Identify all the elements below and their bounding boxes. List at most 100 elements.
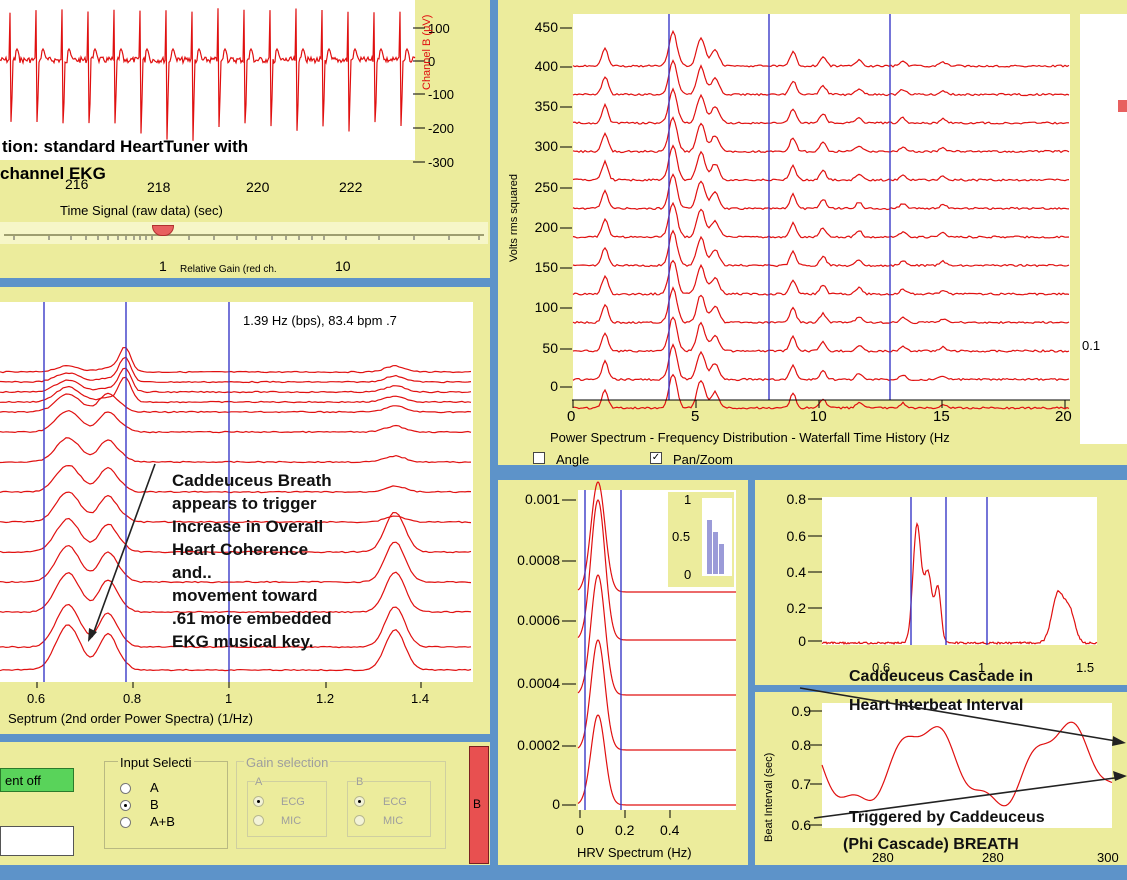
waterfall-y-tick: 150 bbox=[534, 259, 558, 275]
interbeat-plot bbox=[822, 703, 1112, 828]
cascade-y-tick: 0 bbox=[798, 633, 806, 649]
cascade-y-tick: 0.8 bbox=[786, 491, 806, 507]
toggle-button-label: ent off bbox=[5, 773, 41, 788]
interbeat-footer-line1: Triggered by Caddeuceus bbox=[849, 809, 1045, 826]
input-radio-a[interactable] bbox=[120, 783, 131, 794]
hrv-y-tick: 0.0002 bbox=[517, 737, 560, 753]
waterfall-y-tick: 450 bbox=[534, 19, 558, 35]
waterfall-x-tick: 20 bbox=[1055, 408, 1072, 425]
pan-zoom-checkbox[interactable]: ✓ bbox=[650, 452, 662, 464]
cepstrum-readout: 1.39 Hz (bps), 83.4 bpm .7 bbox=[243, 313, 397, 328]
gain-a-ecg-radio[interactable] bbox=[253, 796, 264, 807]
hrv-trace-line bbox=[577, 714, 736, 806]
interbeat-y-tick: 0.8 bbox=[791, 737, 811, 753]
gain-label: Relative Gain (red ch. bbox=[180, 264, 277, 275]
interbeat-arrowhead bbox=[1112, 736, 1126, 746]
gain-slider[interactable] bbox=[0, 222, 488, 244]
gain-min-label: 1 bbox=[159, 258, 167, 274]
hrv-inset-bar bbox=[719, 544, 724, 574]
cepstrum-trace-line bbox=[0, 409, 472, 434]
waterfall-trace-line bbox=[572, 229, 1070, 268]
annotation-line: Caddeuceus Breath bbox=[172, 471, 332, 490]
waterfall-trace-line bbox=[572, 116, 1070, 154]
cepstrum-trace-line bbox=[0, 356, 472, 384]
waterfall-trace-line bbox=[572, 373, 1070, 410]
cepstrum-trace-line bbox=[0, 491, 472, 524]
cascade-title-line1: Caddeuceus Cascade in bbox=[849, 668, 1034, 685]
gain-b-mic-radio[interactable] bbox=[354, 815, 365, 826]
input-radio-ab-label: A+B bbox=[150, 814, 175, 829]
text-field[interactable] bbox=[0, 826, 74, 856]
hrv-y-tick: 0.0008 bbox=[517, 552, 560, 568]
waterfall-y-tick: 300 bbox=[534, 138, 558, 154]
waterfall-x-tick: 10 bbox=[810, 408, 827, 425]
gain-b-ecg-label: ECG bbox=[383, 796, 407, 808]
waterfall-traces bbox=[572, 14, 1070, 410]
waterfall-x-tick: 5 bbox=[691, 408, 700, 425]
time-caption-line2: channel EKG bbox=[0, 164, 106, 183]
input-radio-b-label: B bbox=[150, 797, 159, 812]
cepstrum-trace-line bbox=[0, 437, 472, 464]
annotation-line: EKG musical key. bbox=[172, 632, 314, 651]
time-signal-trace bbox=[0, 8, 416, 141]
cepstrum-trace-line bbox=[0, 376, 472, 404]
waterfall-y-tick: 50 bbox=[542, 340, 558, 356]
annotation-line: Increase in Overall bbox=[172, 517, 324, 536]
time-caption-line1: tion: standard HeartTuner with bbox=[2, 137, 249, 156]
input-radio-ab[interactable] bbox=[120, 817, 131, 828]
toggle-button[interactable]: ent off bbox=[0, 768, 74, 792]
waterfall-y-tick: 250 bbox=[534, 179, 558, 195]
interbeat-y-tick: 0.7 bbox=[791, 776, 811, 792]
interbeat-y-tick: 0.9 bbox=[791, 703, 811, 719]
hrv-inset-tick: 0.5 bbox=[672, 529, 691, 544]
hrv-x-label: HRV Spectrum (Hz) bbox=[577, 845, 692, 860]
time-signal-plot bbox=[0, 0, 415, 160]
time-y-tick: 100 bbox=[428, 21, 450, 36]
time-x-tick: 216 bbox=[65, 176, 89, 192]
waterfall-trace-line bbox=[572, 173, 1070, 211]
interbeat-arrows bbox=[799, 687, 1127, 819]
waterfall-right-slider-thumb[interactable] bbox=[1118, 100, 1127, 112]
time-y-label: Channel B (μV) bbox=[421, 14, 433, 90]
cascade-x-tick: 1.5 bbox=[1076, 660, 1095, 675]
gain-select-label: Gain selection bbox=[244, 755, 331, 770]
input-radio-b[interactable] bbox=[120, 800, 131, 811]
hrv-y-tick: 0 bbox=[552, 796, 560, 812]
angle-checkbox[interactable] bbox=[533, 452, 545, 464]
waterfall-x-tick: 15 bbox=[933, 408, 950, 425]
cepstrum-trace-line bbox=[0, 392, 472, 414]
gain-slider-track bbox=[4, 234, 484, 236]
cascade-trace bbox=[821, 497, 1098, 646]
cepstrum-trace-line bbox=[0, 541, 472, 584]
gain-select-group bbox=[236, 761, 446, 849]
cepstrum-trace-line bbox=[0, 346, 472, 374]
waterfall-trace-line bbox=[572, 59, 1070, 97]
interbeat-trace bbox=[821, 721, 1113, 807]
gain-a-mic-label: MIC bbox=[281, 815, 302, 827]
cepstrum-trace-line bbox=[0, 603, 472, 649]
waterfall-trace-line bbox=[572, 29, 1070, 68]
hrv-x-tick: 0.2 bbox=[615, 822, 635, 838]
gain-b-ecg-radio[interactable] bbox=[354, 796, 365, 807]
cepstrum-traces bbox=[0, 302, 472, 682]
waterfall-y-tick: 100 bbox=[534, 299, 558, 315]
waterfall-y-tick: 0 bbox=[550, 378, 558, 394]
interbeat-tickmarks bbox=[810, 710, 822, 826]
cascade-tickmarks bbox=[808, 498, 822, 642]
time-x-tick: 222 bbox=[339, 179, 363, 195]
angle-label: Angle bbox=[556, 452, 590, 467]
channel-b-button[interactable]: B bbox=[469, 746, 489, 864]
time-y-tick: -300 bbox=[428, 155, 455, 170]
gain-a-ecg-label: ECG bbox=[281, 796, 305, 808]
cepstrum-trace-line bbox=[0, 571, 472, 614]
gain-slider-ticks bbox=[13, 236, 480, 240]
interbeat-footer-line2: (Phi Cascade) BREATH bbox=[843, 836, 1019, 853]
cascade-plot bbox=[822, 497, 1097, 645]
hrv-trace-line bbox=[577, 498, 736, 641]
gain-col-a-label: A bbox=[255, 775, 263, 790]
gain-a-mic-radio[interactable] bbox=[253, 815, 264, 826]
interbeat-x-tick: 300 bbox=[1097, 850, 1119, 865]
gain-b-mic-label: MIC bbox=[383, 815, 404, 827]
waterfall-tickmarks bbox=[560, 27, 1070, 408]
hrv-y-tick: 0.0006 bbox=[517, 612, 560, 628]
